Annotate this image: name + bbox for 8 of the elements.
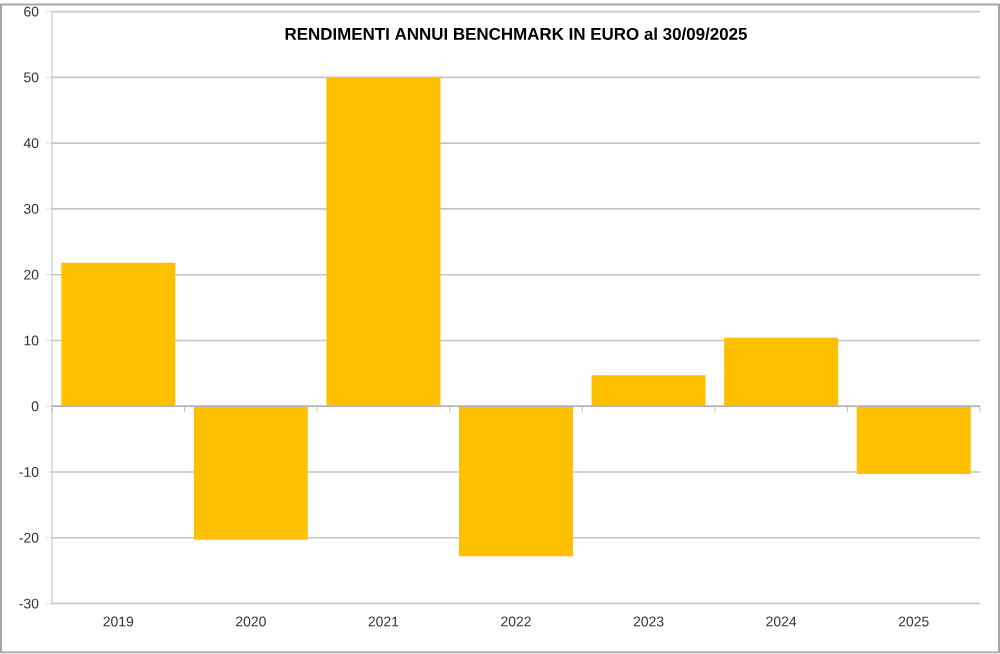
bar [724,338,839,407]
bar [591,375,706,407]
bar [856,406,971,475]
bar [193,406,308,540]
bar [326,77,441,407]
bar [61,263,176,407]
text: RENDIMENTI ANNUI BENCHMARK IN EURO al 30/09/2025 [285,27,747,41]
bar [459,406,574,557]
